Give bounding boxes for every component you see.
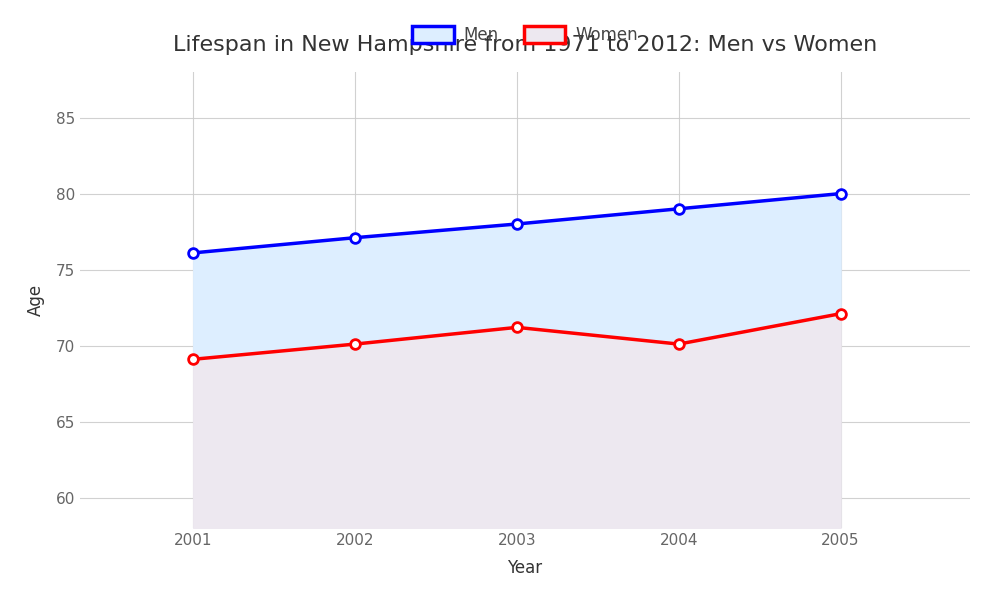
X-axis label: Year: Year xyxy=(507,559,543,577)
Y-axis label: Age: Age xyxy=(27,284,45,316)
Title: Lifespan in New Hampshire from 1971 to 2012: Men vs Women: Lifespan in New Hampshire from 1971 to 2… xyxy=(173,35,877,55)
Legend: Men, Women: Men, Women xyxy=(412,26,638,44)
